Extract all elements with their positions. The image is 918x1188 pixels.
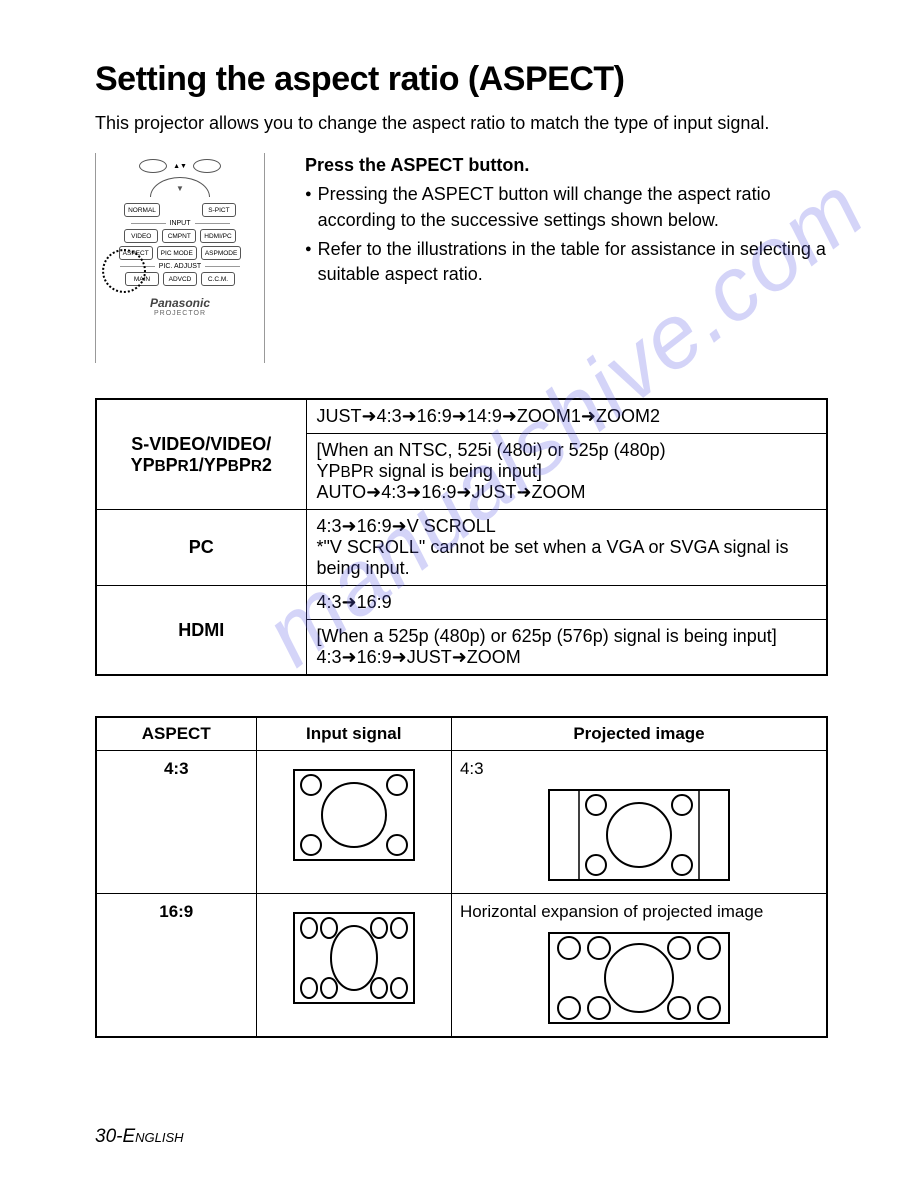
proj-169-label: Horizontal expansion of projected image [460, 902, 818, 922]
intro-text: This projector allows you to change the … [95, 111, 828, 135]
table-row: 4:3 4:3 [96, 751, 827, 894]
hdmi-sub2: 4:3➜16:9➜JUST➜ZOOM [317, 647, 521, 667]
ntsc-line2: YPBPR signal is being input] [317, 461, 542, 481]
aspect-sequence-table: S-VIDEO/VIDEO/ YPBPR1/YPBPR2 JUST➜4:3➜16… [95, 398, 828, 676]
remote-btn-spict: S-PICT [202, 203, 236, 217]
remote-brand: Panasonic [106, 296, 254, 310]
remote-btn-video: VIDEO [124, 229, 158, 243]
proj-43-label: 4:3 [460, 759, 818, 779]
remote-btn-picmode: PIC MODE [157, 246, 197, 260]
remote-btn-hdmipc: HDMI/PC [200, 229, 235, 243]
projected-169-illustration: Horizontal expansion of projected image [451, 894, 827, 1038]
pattern-169-input-icon [279, 908, 429, 1008]
hdmi-525p-sequence: [When a 525p (480p) or 625p (576p) signa… [306, 620, 827, 676]
remote-gap [164, 203, 198, 217]
col-aspect: ASPECT [96, 717, 256, 751]
remote-arc [150, 177, 210, 197]
pattern-43-input-icon [279, 765, 429, 865]
remote-illustration: ▲▼ NORMAL S-PICT INPUT VIDEO CMPNT HDMI/… [95, 153, 265, 363]
table-row: S-VIDEO/VIDEO/ YPBPR1/YPBPR2 JUST➜4:3➜16… [96, 399, 827, 434]
page-footer: 30-English [95, 1126, 184, 1148]
pattern-169-proj-icon [544, 928, 734, 1028]
instruction-bullet-1: Pressing the ASPECT button will change t… [305, 182, 828, 232]
remote-brand-sub: PROJECTOR [106, 310, 254, 317]
pc-note: *"V SCROLL" cannot be set when a VGA or … [317, 537, 789, 578]
remote-oval-right [193, 159, 221, 173]
top-row: ▲▼ NORMAL S-PICT INPUT VIDEO CMPNT HDMI/… [95, 153, 828, 363]
remote-picadjust-label: PIC. ADJUST [106, 263, 254, 270]
remote-btn-cmpnt: CMPNT [162, 229, 196, 243]
pc-sequence: 4:3➜16:9➜V SCROLL *"V SCROLL" cannot be … [306, 510, 827, 586]
instruction-bullet-2: Refer to the illustrations in the table … [305, 237, 828, 287]
table-header-row: ASPECT Input signal Projected image [96, 717, 827, 751]
input-169-illustration [256, 894, 451, 1038]
table-row: PC 4:3➜16:9➜V SCROLL *"V SCROLL" cannot … [96, 510, 827, 586]
col-projected-image: Projected image [451, 717, 827, 751]
instruction-heading: Press the ASPECT button. [305, 153, 828, 178]
source-pc-label: PC [96, 510, 306, 586]
remote-btn-main: MAIN [125, 272, 159, 286]
pattern-43-proj-icon [544, 785, 734, 885]
ntsc-seq: AUTO➜4:3➜16:9➜JUST➜ZOOM [317, 482, 586, 502]
source-svideo-label: S-VIDEO/VIDEO/ YPBPR1/YPBPR2 [96, 399, 306, 510]
remote-btn-aspmode: ASPMODE [201, 246, 242, 260]
projected-43-illustration: 4:3 [451, 751, 827, 894]
remote-btn-aspect: ASPECT [119, 246, 153, 260]
aspect-43: 4:3 [96, 751, 256, 894]
footer-number: 30- [95, 1126, 122, 1147]
aspect-169: 16:9 [96, 894, 256, 1038]
page-title: Setting the aspect ratio (ASPECT) [95, 60, 828, 99]
remote-oval-left [139, 159, 167, 173]
instructions: Press the ASPECT button. Pressing the AS… [305, 153, 828, 363]
remote-btn-advcd: ADVCD [163, 272, 197, 286]
bullet2-text: Refer to the illustrations in the table … [318, 237, 828, 287]
footer-lang: English [122, 1126, 183, 1147]
aspect-illustration-table: ASPECT Input signal Projected image 4:3 … [95, 716, 828, 1038]
svideo-line2: YPBPR1/YPBPR2 [131, 455, 272, 475]
source-hdmi-label: HDMI [96, 586, 306, 676]
svideo-ntsc-sequence: [When an NTSC, 525i (480i) or 525p (480p… [306, 434, 827, 510]
ntsc-line1: [When an NTSC, 525i (480i) or 525p (480p… [317, 440, 666, 460]
svideo-sequence: JUST➜4:3➜16:9➜14:9➜ZOOM1➜ZOOM2 [306, 399, 827, 434]
hdmi-sub1: [When a 525p (480p) or 625p (576p) signa… [317, 626, 777, 646]
remote-top-label: ▲▼ [173, 163, 187, 170]
svideo-line1: S-VIDEO/VIDEO/ [131, 434, 271, 454]
col-input-signal: Input signal [256, 717, 451, 751]
remote-btn-normal: NORMAL [124, 203, 160, 217]
hdmi-sequence: 4:3➜16:9 [306, 586, 827, 620]
pc-seq-line: 4:3➜16:9➜V SCROLL [317, 516, 496, 536]
table-row: HDMI 4:3➜16:9 [96, 586, 827, 620]
input-43-illustration [256, 751, 451, 894]
table-row: 16:9 Horizontal expansion of projected i… [96, 894, 827, 1038]
remote-btn-ccm: C.C.M. [201, 272, 235, 286]
remote-input-label: INPUT [106, 220, 254, 227]
bullet1-text: Pressing the ASPECT button will change t… [318, 182, 828, 232]
